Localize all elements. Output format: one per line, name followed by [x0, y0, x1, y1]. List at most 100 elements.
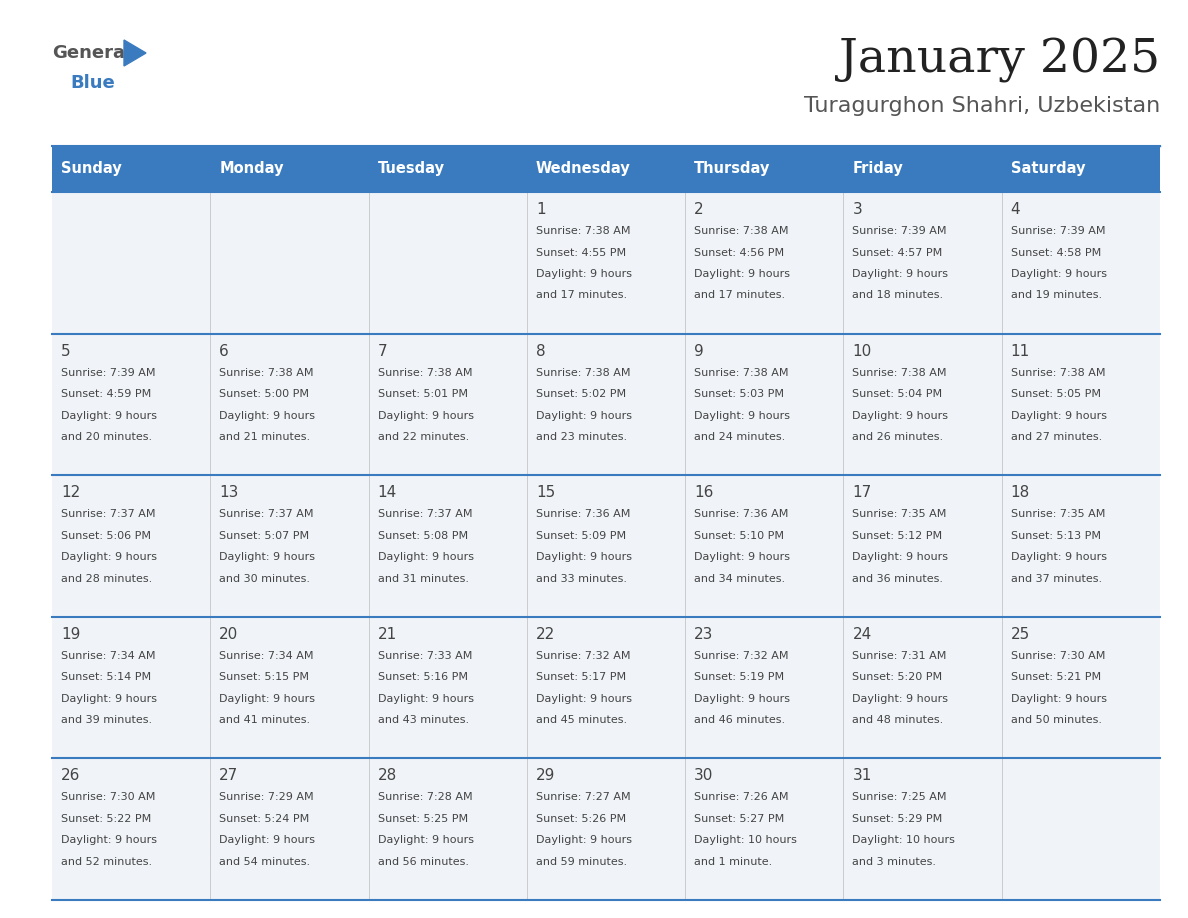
Text: Sunrise: 7:34 AM: Sunrise: 7:34 AM — [220, 651, 314, 661]
Text: 4: 4 — [1011, 202, 1020, 217]
Bar — [685, 146, 843, 192]
Text: Sunset: 5:06 PM: Sunset: 5:06 PM — [61, 531, 151, 541]
Text: General: General — [52, 44, 131, 62]
Text: Daylight: 9 hours: Daylight: 9 hours — [61, 410, 157, 420]
Text: Sunday: Sunday — [61, 162, 121, 176]
Text: Monday: Monday — [220, 162, 284, 176]
Bar — [52, 617, 1159, 758]
Text: Saturday: Saturday — [1011, 162, 1085, 176]
Text: Sunrise: 7:37 AM: Sunrise: 7:37 AM — [220, 509, 314, 520]
Text: Daylight: 9 hours: Daylight: 9 hours — [220, 835, 315, 845]
Text: Turagurghon Shahri, Uzbekistan: Turagurghon Shahri, Uzbekistan — [804, 96, 1159, 116]
Text: Sunset: 5:20 PM: Sunset: 5:20 PM — [853, 672, 942, 682]
Text: 2: 2 — [694, 202, 703, 217]
Bar — [843, 146, 1001, 192]
Text: 28: 28 — [378, 768, 397, 783]
Bar — [1001, 146, 1159, 192]
Text: Sunset: 5:03 PM: Sunset: 5:03 PM — [694, 389, 784, 399]
Bar — [52, 476, 1159, 617]
Text: Daylight: 9 hours: Daylight: 9 hours — [378, 410, 474, 420]
Text: Sunrise: 7:38 AM: Sunrise: 7:38 AM — [536, 367, 631, 377]
Text: and 59 minutes.: and 59 minutes. — [536, 856, 627, 867]
Text: Daylight: 9 hours: Daylight: 9 hours — [536, 553, 632, 562]
Text: Sunrise: 7:36 AM: Sunrise: 7:36 AM — [536, 509, 630, 520]
Text: Sunrise: 7:33 AM: Sunrise: 7:33 AM — [378, 651, 472, 661]
Text: 29: 29 — [536, 768, 555, 783]
Text: Sunset: 5:07 PM: Sunset: 5:07 PM — [220, 531, 309, 541]
Text: 7: 7 — [378, 343, 387, 359]
Text: 22: 22 — [536, 627, 555, 642]
Text: and 26 minutes.: and 26 minutes. — [853, 432, 943, 442]
Text: Sunrise: 7:38 AM: Sunrise: 7:38 AM — [220, 367, 314, 377]
Text: Sunset: 5:15 PM: Sunset: 5:15 PM — [220, 672, 309, 682]
Text: and 39 minutes.: and 39 minutes. — [61, 715, 152, 725]
Text: 1: 1 — [536, 202, 545, 217]
Text: Sunset: 4:57 PM: Sunset: 4:57 PM — [853, 248, 943, 258]
Text: Sunrise: 7:31 AM: Sunrise: 7:31 AM — [853, 651, 947, 661]
Text: Sunset: 5:05 PM: Sunset: 5:05 PM — [1011, 389, 1101, 399]
Text: and 33 minutes.: and 33 minutes. — [536, 574, 627, 584]
Text: 3: 3 — [853, 202, 862, 217]
Text: Sunrise: 7:27 AM: Sunrise: 7:27 AM — [536, 792, 631, 802]
Text: Daylight: 9 hours: Daylight: 9 hours — [853, 553, 948, 562]
Text: Sunrise: 7:35 AM: Sunrise: 7:35 AM — [853, 509, 947, 520]
Text: and 50 minutes.: and 50 minutes. — [1011, 715, 1101, 725]
Text: Daylight: 9 hours: Daylight: 9 hours — [694, 410, 790, 420]
Text: Daylight: 9 hours: Daylight: 9 hours — [1011, 410, 1107, 420]
Text: and 54 minutes.: and 54 minutes. — [220, 856, 310, 867]
Text: 30: 30 — [694, 768, 714, 783]
Text: Daylight: 9 hours: Daylight: 9 hours — [378, 553, 474, 562]
Text: Sunset: 5:21 PM: Sunset: 5:21 PM — [1011, 672, 1101, 682]
Text: and 28 minutes.: and 28 minutes. — [61, 574, 152, 584]
Text: and 31 minutes.: and 31 minutes. — [378, 574, 468, 584]
Text: 21: 21 — [378, 627, 397, 642]
Text: Daylight: 9 hours: Daylight: 9 hours — [536, 694, 632, 704]
Text: Sunset: 5:04 PM: Sunset: 5:04 PM — [853, 389, 942, 399]
Text: Sunrise: 7:38 AM: Sunrise: 7:38 AM — [536, 226, 631, 236]
Text: Friday: Friday — [853, 162, 903, 176]
Text: Daylight: 9 hours: Daylight: 9 hours — [61, 835, 157, 845]
Text: Sunrise: 7:35 AM: Sunrise: 7:35 AM — [1011, 509, 1105, 520]
Text: and 43 minutes.: and 43 minutes. — [378, 715, 469, 725]
Text: Sunset: 5:00 PM: Sunset: 5:00 PM — [220, 389, 309, 399]
Text: 26: 26 — [61, 768, 81, 783]
Text: Daylight: 9 hours: Daylight: 9 hours — [1011, 694, 1107, 704]
Bar — [210, 146, 368, 192]
Text: and 18 minutes.: and 18 minutes. — [853, 290, 943, 300]
Text: 11: 11 — [1011, 343, 1030, 359]
Text: Daylight: 9 hours: Daylight: 9 hours — [378, 694, 474, 704]
Text: 9: 9 — [694, 343, 704, 359]
Text: Sunset: 5:08 PM: Sunset: 5:08 PM — [378, 531, 468, 541]
Text: Sunrise: 7:26 AM: Sunrise: 7:26 AM — [694, 792, 789, 802]
Bar — [52, 192, 1159, 333]
Text: Sunrise: 7:38 AM: Sunrise: 7:38 AM — [694, 367, 789, 377]
Text: Sunrise: 7:30 AM: Sunrise: 7:30 AM — [1011, 651, 1105, 661]
Text: and 37 minutes.: and 37 minutes. — [1011, 574, 1101, 584]
Text: Sunrise: 7:39 AM: Sunrise: 7:39 AM — [61, 367, 156, 377]
Text: Sunrise: 7:34 AM: Sunrise: 7:34 AM — [61, 651, 156, 661]
Text: 16: 16 — [694, 486, 714, 500]
Bar — [52, 333, 1159, 476]
Text: Sunset: 4:58 PM: Sunset: 4:58 PM — [1011, 248, 1101, 258]
Text: and 23 minutes.: and 23 minutes. — [536, 432, 627, 442]
Text: Daylight: 9 hours: Daylight: 9 hours — [853, 269, 948, 279]
Text: Sunrise: 7:32 AM: Sunrise: 7:32 AM — [694, 651, 789, 661]
Text: Sunset: 5:26 PM: Sunset: 5:26 PM — [536, 814, 626, 823]
Text: and 41 minutes.: and 41 minutes. — [220, 715, 310, 725]
Text: 15: 15 — [536, 486, 555, 500]
Text: 27: 27 — [220, 768, 239, 783]
Text: and 45 minutes.: and 45 minutes. — [536, 715, 627, 725]
Text: 8: 8 — [536, 343, 545, 359]
Text: Sunrise: 7:25 AM: Sunrise: 7:25 AM — [853, 792, 947, 802]
Text: Thursday: Thursday — [694, 162, 771, 176]
Text: Sunset: 5:14 PM: Sunset: 5:14 PM — [61, 672, 151, 682]
Text: Daylight: 9 hours: Daylight: 9 hours — [694, 269, 790, 279]
Text: and 1 minute.: and 1 minute. — [694, 856, 772, 867]
Text: and 20 minutes.: and 20 minutes. — [61, 432, 152, 442]
Text: Sunset: 4:59 PM: Sunset: 4:59 PM — [61, 389, 151, 399]
Text: and 36 minutes.: and 36 minutes. — [853, 574, 943, 584]
Text: and 24 minutes.: and 24 minutes. — [694, 432, 785, 442]
Text: 18: 18 — [1011, 486, 1030, 500]
Bar — [52, 146, 210, 192]
Text: and 21 minutes.: and 21 minutes. — [220, 432, 310, 442]
